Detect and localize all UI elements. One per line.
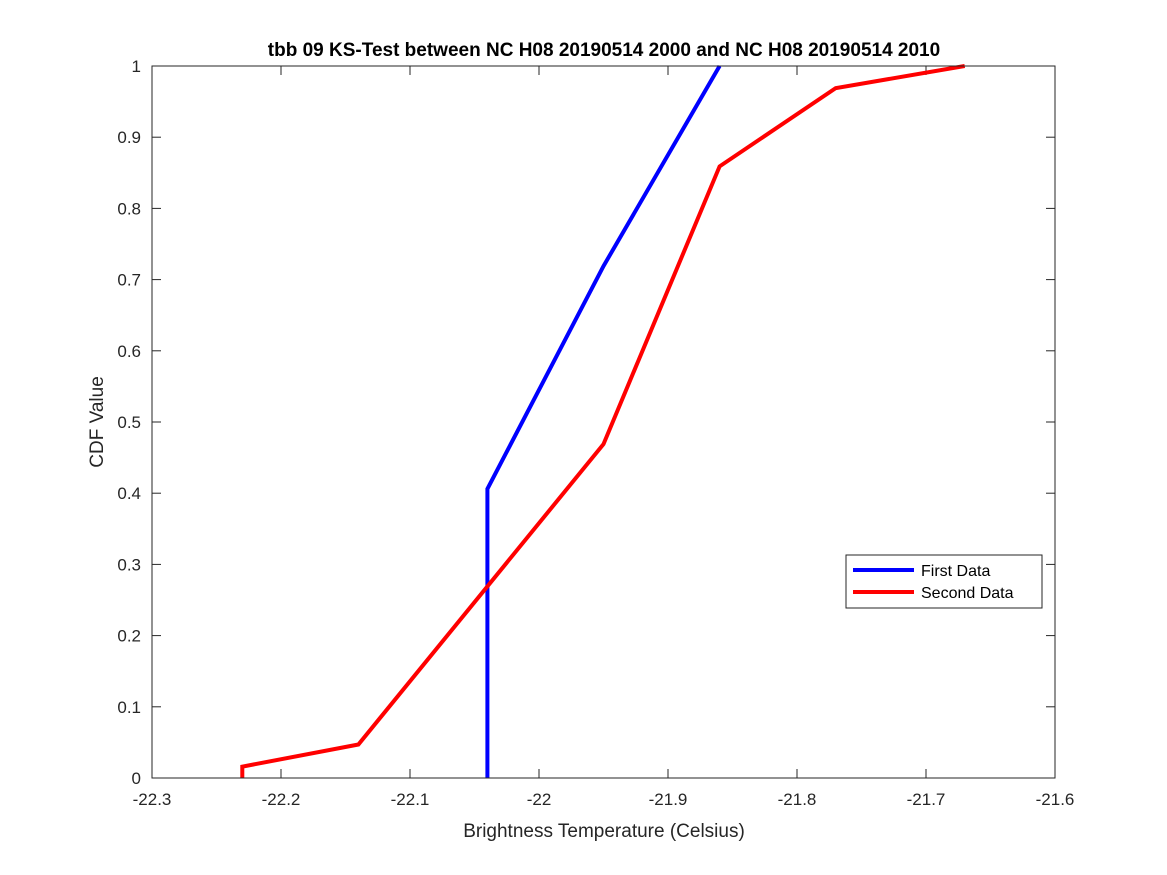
y-tick-label: 0.5 <box>117 413 141 432</box>
y-tick-label: 0.8 <box>117 199 141 218</box>
x-tick-label: -22.2 <box>262 790 301 809</box>
legend-box <box>845 554 1043 609</box>
legend-label-second-data: Second Data <box>921 585 1014 602</box>
y-tick-label: 0.6 <box>117 342 141 361</box>
x-axis-label: Brightness Temperature (Celsius) <box>463 821 745 842</box>
x-tick-label: -22.1 <box>391 790 430 809</box>
legend: First Data Second Data <box>845 554 1043 609</box>
series-line-second-data <box>240 64 966 778</box>
y-tick-label: 0.4 <box>117 484 141 503</box>
x-tick-label: -21.9 <box>649 790 688 809</box>
legend-label-first-data: First Data <box>921 563 990 580</box>
chart-title: tbb 09 KS-Test between NC H08 20190514 2… <box>268 40 940 61</box>
series-line-first-data <box>485 64 722 778</box>
plot-frame <box>151 65 1056 779</box>
plot-area <box>152 66 1055 778</box>
x-tick-label: -21.7 <box>907 790 946 809</box>
y-tick-label: 0 <box>132 769 141 788</box>
x-tick-label: -21.6 <box>1036 790 1075 809</box>
y-axis-label: CDF Value <box>87 376 108 468</box>
y-tick-label: 0.2 <box>117 627 141 646</box>
tick-labels: -22.3 -22.2 -22.1 -22 -21.9 -21.8 -21.7 -21.6 0 0… <box>117 57 1074 809</box>
y-tick-label: 0.1 <box>117 698 141 717</box>
x-tick-label: -22.3 <box>133 790 172 809</box>
x-tick-label: -21.8 <box>778 790 817 809</box>
axis-ticks <box>151 65 1056 779</box>
x-tick-label: -22 <box>527 790 552 809</box>
series-lines <box>240 64 966 778</box>
y-tick-label: 1 <box>132 57 141 76</box>
y-tick-label: 0.3 <box>117 555 141 574</box>
y-tick-label: 0.7 <box>117 271 141 290</box>
y-tick-label: 0.9 <box>117 128 141 147</box>
